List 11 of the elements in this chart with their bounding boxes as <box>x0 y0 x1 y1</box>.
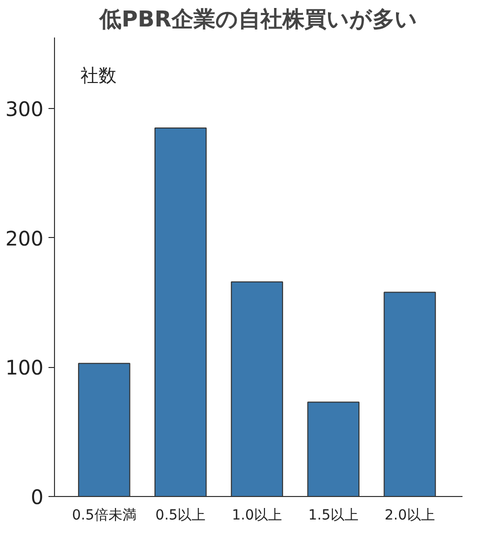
chart-title: 低PBR企業の自社株買いが多い <box>98 8 418 32</box>
y-tick-label: 100 <box>5 356 44 380</box>
x-tick-label: 1.5以上 <box>308 508 359 524</box>
y-tick-label: 300 <box>5 97 44 122</box>
x-tick-label: 1.0以上 <box>232 508 282 524</box>
x-tick-label: 2.0以上 <box>384 508 435 524</box>
x-tick-label: 0.5以上 <box>155 508 206 524</box>
y-axis-title: 社数 <box>80 66 116 86</box>
x-tick-label: 0.5倍未満 <box>72 508 136 524</box>
y-tick-label: 200 <box>5 226 44 250</box>
y-tick-label: 0 <box>30 485 44 509</box>
